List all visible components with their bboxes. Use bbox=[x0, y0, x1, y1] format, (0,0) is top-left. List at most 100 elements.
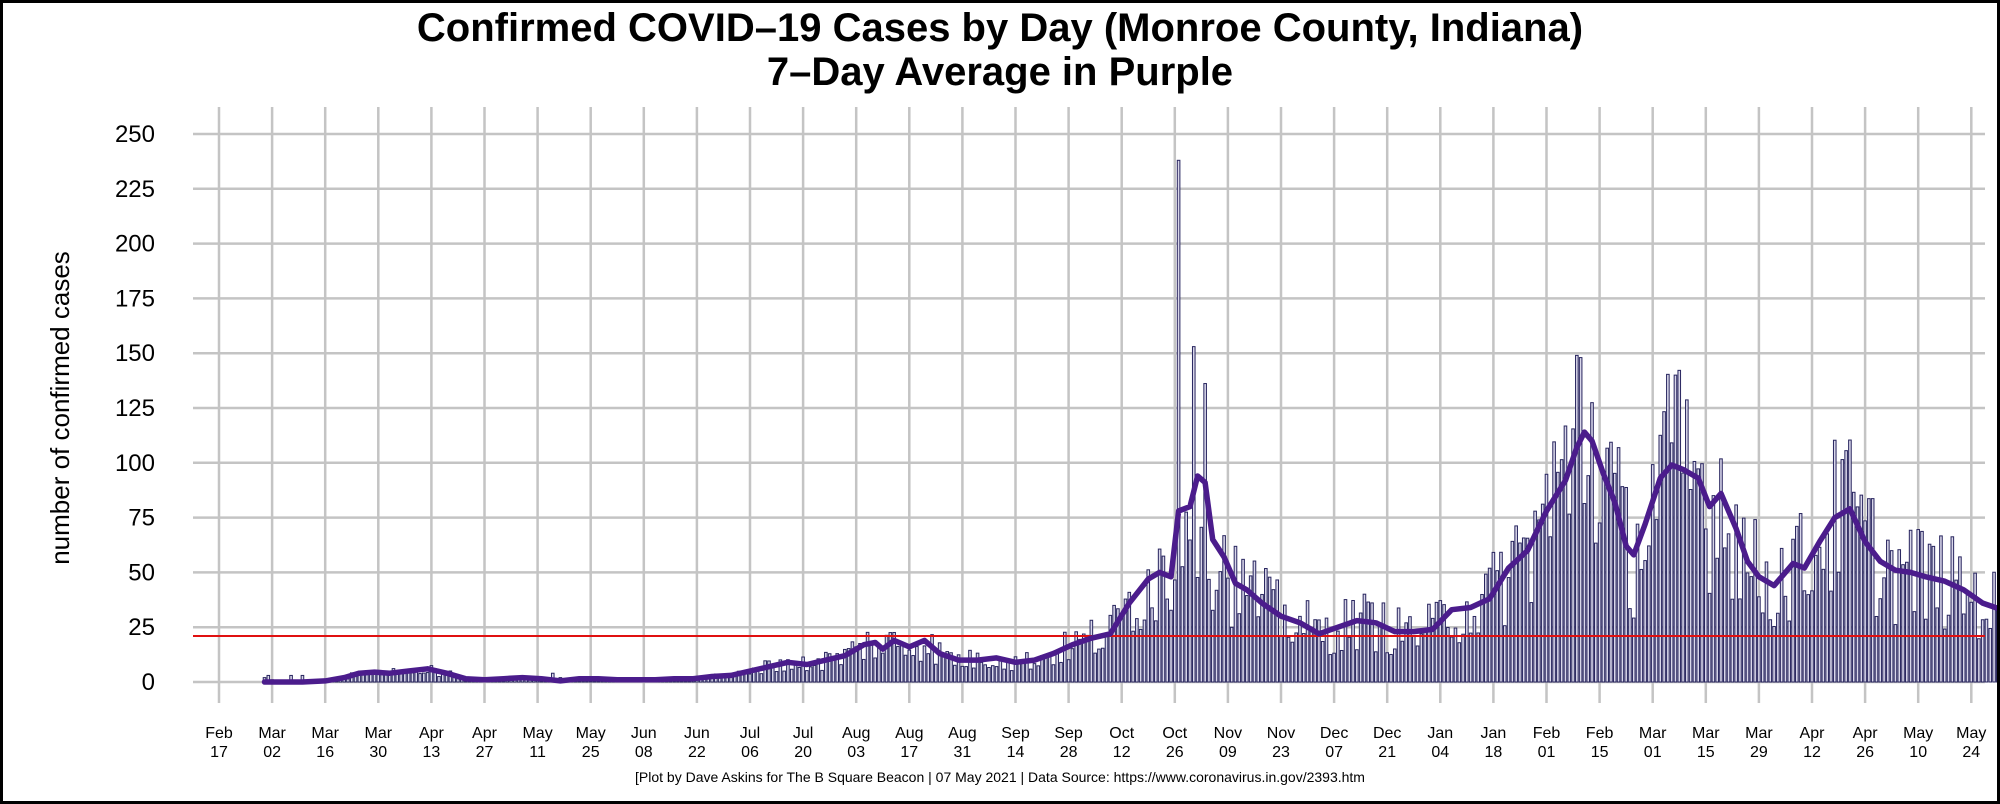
daily-bar bbox=[888, 632, 893, 683]
daily-bar bbox=[1343, 599, 1348, 683]
daily-bar bbox=[1191, 346, 1196, 683]
daily-bar bbox=[1358, 612, 1363, 683]
daily-bar bbox=[1548, 536, 1553, 683]
daily-bar bbox=[1180, 566, 1185, 683]
daily-bar bbox=[987, 667, 991, 683]
daily-bar bbox=[748, 673, 752, 683]
daily-bar bbox=[1009, 670, 1014, 683]
daily-bar bbox=[1662, 411, 1666, 683]
daily-bar bbox=[1419, 633, 1424, 683]
daily-bar bbox=[1078, 638, 1082, 683]
daily-bar bbox=[763, 660, 767, 683]
x-tick-label-5: Apr 27 bbox=[472, 725, 498, 761]
daily-bar bbox=[1025, 652, 1029, 683]
x-tick-label-31: Apr 26 bbox=[1853, 725, 1879, 761]
daily-bar bbox=[1681, 472, 1685, 683]
daily-bar bbox=[903, 654, 908, 683]
daily-bar bbox=[759, 673, 764, 683]
daily-bar bbox=[1840, 459, 1845, 683]
daily-bar bbox=[1161, 555, 1166, 683]
daily-bar bbox=[1241, 558, 1245, 683]
daily-bar bbox=[1362, 593, 1367, 683]
daily-bar bbox=[1859, 494, 1864, 683]
daily-bar bbox=[1305, 600, 1310, 683]
daily-bar bbox=[843, 648, 847, 683]
daily-bar bbox=[1290, 641, 1295, 683]
daily-bar bbox=[1677, 369, 1682, 683]
daily-bar bbox=[1939, 535, 1943, 683]
daily-bar bbox=[1313, 619, 1317, 683]
daily-bar bbox=[805, 670, 809, 683]
x-tick-label-27: Mar 01 bbox=[1639, 725, 1667, 761]
daily-bar bbox=[915, 646, 919, 683]
daily-bar bbox=[850, 641, 855, 683]
daily-bar bbox=[896, 645, 900, 683]
daily-bar bbox=[1100, 647, 1105, 683]
daily-bar bbox=[1521, 537, 1526, 683]
daily-bar bbox=[1942, 628, 1947, 683]
daily-bar bbox=[1958, 556, 1962, 683]
daily-bar bbox=[1893, 624, 1898, 683]
daily-bar bbox=[789, 668, 794, 683]
daily-bar bbox=[1578, 357, 1583, 683]
daily-bar bbox=[1848, 439, 1852, 683]
daily-bar bbox=[1264, 568, 1268, 683]
y-tick-label-150: 150 bbox=[115, 340, 155, 367]
daily-bar bbox=[1495, 570, 1499, 683]
daily-bar bbox=[1556, 471, 1560, 683]
daily-bar bbox=[1874, 615, 1879, 683]
daily-bar bbox=[1745, 572, 1750, 683]
daily-bar bbox=[835, 653, 840, 683]
daily-bar bbox=[1734, 504, 1738, 683]
daily-bar bbox=[425, 672, 430, 683]
daily-bar bbox=[1066, 659, 1071, 683]
daily-bar bbox=[1628, 608, 1632, 683]
daily-bar bbox=[1575, 354, 1579, 683]
daily-bar bbox=[1563, 425, 1568, 683]
daily-bar bbox=[1055, 650, 1060, 683]
daily-bar bbox=[930, 634, 934, 683]
daily-bar bbox=[1047, 654, 1052, 683]
daily-bar bbox=[399, 673, 403, 683]
x-tick-label-9: Jun 22 bbox=[684, 725, 710, 761]
daily-bar bbox=[437, 675, 441, 683]
daily-bar bbox=[1704, 528, 1708, 683]
daily-bar bbox=[1969, 601, 1974, 683]
daily-bar bbox=[1195, 576, 1200, 683]
daily-bar bbox=[1726, 533, 1731, 683]
y-tick-label-250: 250 bbox=[115, 121, 155, 148]
daily-bar bbox=[1176, 159, 1181, 683]
daily-bar bbox=[926, 653, 931, 683]
x-tick-label-26: Feb 15 bbox=[1586, 725, 1614, 761]
daily-bar bbox=[953, 664, 957, 683]
daily-bar bbox=[1400, 640, 1405, 683]
daily-bar bbox=[1616, 447, 1621, 683]
x-tick-label-30: Apr 12 bbox=[1800, 725, 1826, 761]
daily-bar bbox=[1783, 595, 1788, 683]
daily-bar bbox=[1150, 607, 1154, 683]
daily-bar bbox=[899, 642, 904, 683]
daily-bar bbox=[1002, 668, 1006, 683]
y-tick-label-75: 75 bbox=[128, 505, 155, 532]
daily-bar bbox=[774, 671, 779, 683]
x-tick-label-8: Jun 08 bbox=[631, 725, 657, 761]
y-axis: 0 25 50 75 100 125 150 175 200 225 250 bbox=[115, 121, 155, 696]
daily-bar bbox=[816, 658, 821, 683]
daily-bar bbox=[812, 664, 817, 683]
daily-bar bbox=[1119, 613, 1124, 683]
x-tick-label-19: Nov 09 bbox=[1214, 725, 1242, 761]
daily-bar bbox=[994, 666, 999, 683]
daily-bar bbox=[1484, 573, 1488, 683]
daily-bar bbox=[1017, 662, 1022, 683]
daily-bar bbox=[820, 669, 824, 683]
x-tick-label-14: Aug 31 bbox=[948, 725, 976, 761]
daily-bar bbox=[824, 651, 828, 683]
daily-bar bbox=[376, 674, 381, 683]
daily-bar bbox=[869, 641, 874, 683]
bar-layer bbox=[262, 159, 1997, 683]
daily-bar bbox=[956, 654, 961, 683]
daily-bar bbox=[1590, 402, 1594, 683]
daily-bar bbox=[1552, 441, 1556, 683]
daily-bar bbox=[1294, 632, 1298, 683]
